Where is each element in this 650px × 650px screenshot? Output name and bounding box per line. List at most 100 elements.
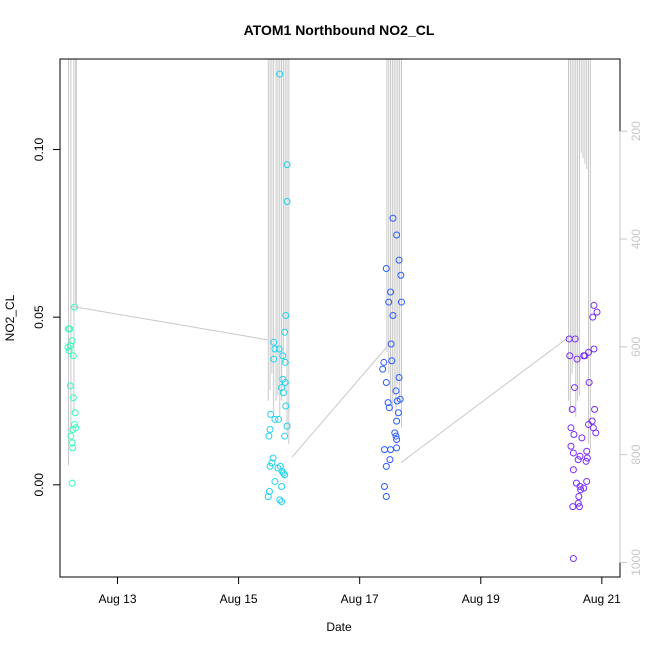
data-point — [590, 345, 598, 353]
data-point — [389, 311, 397, 319]
data-point — [393, 444, 401, 452]
data-point — [593, 308, 601, 316]
data-point — [279, 469, 287, 477]
data-point — [386, 456, 394, 464]
data-point — [582, 457, 590, 465]
data-point — [271, 477, 279, 485]
data-point — [393, 436, 401, 444]
data-point — [592, 429, 600, 437]
data-point — [382, 265, 390, 273]
data-point — [278, 498, 286, 506]
data-point — [271, 345, 279, 353]
data-point — [392, 387, 400, 395]
data-point — [578, 434, 586, 442]
data-point — [282, 311, 290, 319]
data-point — [267, 410, 275, 418]
data-point — [266, 462, 274, 470]
data-point — [270, 338, 278, 346]
data-point — [567, 442, 575, 450]
data-point — [279, 352, 287, 360]
data-point — [268, 459, 276, 467]
data-point — [393, 231, 401, 239]
data-point — [68, 479, 76, 487]
data-point — [581, 352, 589, 360]
data-point — [569, 503, 577, 511]
data-point — [384, 399, 392, 407]
x-tick-label: Aug 17 — [341, 592, 379, 606]
data-point — [571, 335, 579, 343]
y2-tick-label: 400 — [629, 229, 643, 249]
y-tick-label: 0.10 — [32, 138, 46, 162]
data-point — [583, 447, 591, 455]
data-point — [283, 422, 291, 430]
y-axis-label: NO2_CL — [3, 294, 17, 341]
data-point — [69, 394, 77, 402]
data-point — [567, 424, 575, 432]
x-tick-label: Aug 15 — [220, 592, 258, 606]
data-point — [573, 355, 581, 363]
data-point — [68, 337, 76, 345]
x-tick-label: Aug 19 — [462, 592, 500, 606]
data-point — [269, 454, 277, 462]
data-points-layer — [64, 70, 601, 563]
data-point — [275, 345, 283, 353]
data-point — [394, 409, 402, 417]
data-point — [281, 471, 289, 479]
data-point — [572, 479, 580, 487]
data-point — [264, 493, 272, 501]
data-point — [395, 256, 403, 264]
data-point — [591, 405, 599, 413]
x-tick-label: Aug 13 — [98, 592, 136, 606]
axes-layer: Aug 13 Aug 15 Aug 17 Aug 19 Aug 21 0.00 0.05 0.… — [32, 58, 643, 606]
data-point — [265, 432, 273, 440]
data-point — [392, 432, 400, 440]
data-point — [66, 382, 74, 390]
data-point — [583, 454, 591, 462]
data-point — [276, 70, 284, 78]
data-point — [387, 446, 395, 454]
data-point — [575, 493, 583, 501]
data-point — [66, 325, 74, 333]
data-point — [281, 432, 289, 440]
data-point — [278, 482, 286, 490]
data-point — [382, 493, 390, 501]
data-point — [389, 214, 397, 222]
data-point — [388, 357, 396, 365]
data-point — [276, 496, 284, 504]
data-point — [575, 503, 583, 511]
chart-title: ATOM1 Northbound NO2_CL — [244, 22, 435, 38]
data-point — [387, 340, 395, 348]
data-point — [397, 271, 405, 279]
data-point — [397, 298, 405, 306]
data-point — [393, 417, 401, 425]
data-point — [583, 477, 591, 485]
data-point — [283, 161, 291, 169]
y2-tick-label: 1000 — [629, 549, 643, 576]
data-point — [71, 303, 79, 311]
data-point — [68, 439, 76, 447]
data-point — [385, 404, 393, 412]
depth-trace-layer — [67, 59, 591, 466]
data-point — [281, 328, 289, 336]
data-point — [569, 555, 577, 563]
data-point — [380, 482, 388, 490]
depth-transit-line — [291, 346, 388, 458]
data-point — [568, 405, 576, 413]
data-point — [574, 456, 582, 464]
y-tick-label: 0.05 — [32, 305, 46, 329]
data-point — [65, 347, 73, 355]
data-point — [391, 429, 399, 437]
depth-transit-line — [72, 305, 268, 341]
data-point — [569, 466, 577, 474]
data-point — [571, 384, 579, 392]
data-point — [69, 444, 77, 452]
y2-tick-label: 600 — [629, 337, 643, 357]
y-tick-label: 0.00 — [32, 473, 46, 497]
data-point — [266, 425, 274, 433]
data-point — [380, 358, 388, 366]
data-point — [570, 431, 578, 439]
data-point — [382, 462, 390, 470]
data-point — [576, 452, 584, 460]
data-point — [382, 379, 390, 387]
